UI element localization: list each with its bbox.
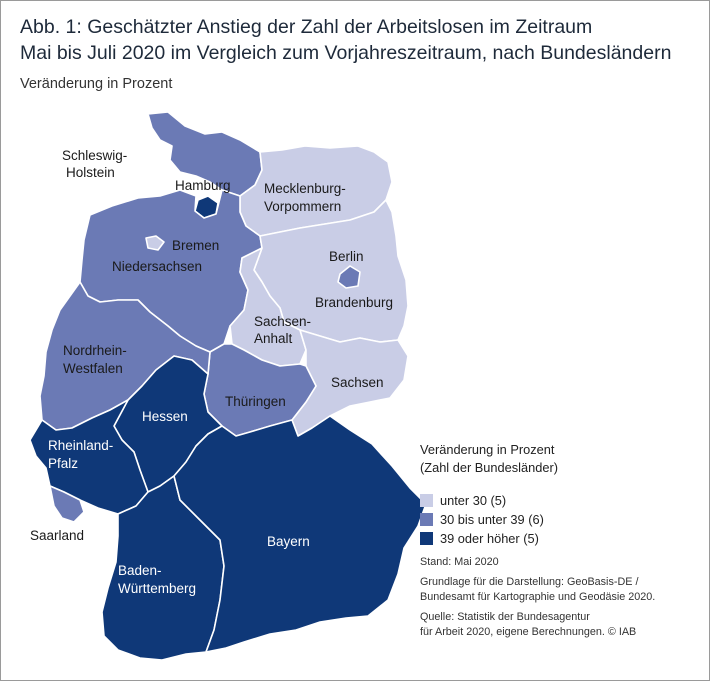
note-grundlage-2: Bundesamt für Kartographie und Geodäsie … <box>420 591 656 603</box>
note-quelle-1: Quelle: Statistik der Bundesagentur <box>420 611 590 623</box>
label-nrw-1: Nordrhein- <box>63 343 127 358</box>
label-bayern: Bayern <box>267 534 310 549</box>
legend-label-mid: 30 bis unter 39 (6) <box>440 512 544 527</box>
label-sachsen-anhalt-2: Anhalt <box>254 331 293 346</box>
label-schleswig-holstein-2: Holstein <box>66 165 115 180</box>
label-mecklenburg-2: Vorpommern <box>264 199 341 214</box>
source-notes: Stand: Mai 2020 Grundlage für die Darste… <box>420 555 655 640</box>
legend-item-high: 39 oder höher (5) <box>420 529 558 548</box>
state-bayern[interactable] <box>173 415 427 653</box>
figure-subtitle: Veränderung in Prozent <box>20 76 173 92</box>
legend-item-mid: 30 bis unter 39 (6) <box>420 510 558 529</box>
legend-label-high: 39 oder höher (5) <box>440 531 539 546</box>
figure-title: Abb. 1: Geschätzter Anstieg der Zahl der… <box>20 14 671 66</box>
title-line-2: Mai bis Juli 2020 im Vergleich zum Vorja… <box>20 42 672 64</box>
label-saarland: Saarland <box>30 528 84 543</box>
label-nrw-2: Westfalen <box>63 361 123 376</box>
legend: Veränderung in Prozent (Zahl der Bundesl… <box>420 441 558 548</box>
legend-item-low: unter 30 (5) <box>420 491 558 510</box>
label-thueringen: Thüringen <box>225 394 286 409</box>
legend-title-2: (Zahl der Bundesländer) <box>420 460 558 475</box>
label-bremen: Bremen <box>172 238 219 253</box>
label-rheinland-pfalz-1: Rheinland- <box>48 438 113 453</box>
label-berlin: Berlin <box>329 249 364 264</box>
legend-swatch-mid <box>420 513 433 526</box>
label-sachsen: Sachsen <box>331 375 384 390</box>
label-schleswig-holstein-1: Schleswig- <box>62 148 127 163</box>
legend-label-low: unter 30 (5) <box>440 493 507 508</box>
label-niedersachsen: Niedersachsen <box>112 259 202 274</box>
legend-items: unter 30 (5) 30 bis unter 39 (6) 39 oder… <box>420 491 558 548</box>
legend-swatch-high <box>420 532 433 545</box>
label-brandenburg: Brandenburg <box>315 295 393 310</box>
note-grundlage-1: Grundlage für die Darstellung: GeoBasis-… <box>420 576 639 588</box>
legend-swatch-low <box>420 494 433 507</box>
legend-title-1: Veränderung in Prozent <box>420 442 555 457</box>
state-berlin[interactable] <box>337 265 361 289</box>
label-hessen: Hessen <box>142 409 188 424</box>
label-baden-wuerttemberg-2: Württemberg <box>118 581 196 596</box>
state-bremen[interactable] <box>145 235 165 251</box>
label-hamburg: Hamburg <box>175 178 231 193</box>
note-stand: Stand: Mai 2020 <box>420 556 499 568</box>
label-baden-wuerttemberg-1: Baden- <box>118 563 162 578</box>
label-mecklenburg-1: Mecklenburg- <box>264 181 346 196</box>
label-rheinland-pfalz-2: Pfalz <box>48 456 78 471</box>
note-quelle-2: für Arbeit 2020, eigene Berechnungen. © … <box>420 626 637 638</box>
title-line-1: Abb. 1: Geschätzter Anstieg der Zahl der… <box>20 16 593 38</box>
state-saarland[interactable] <box>49 485 85 523</box>
label-sachsen-anhalt-1: Sachsen- <box>254 314 311 329</box>
